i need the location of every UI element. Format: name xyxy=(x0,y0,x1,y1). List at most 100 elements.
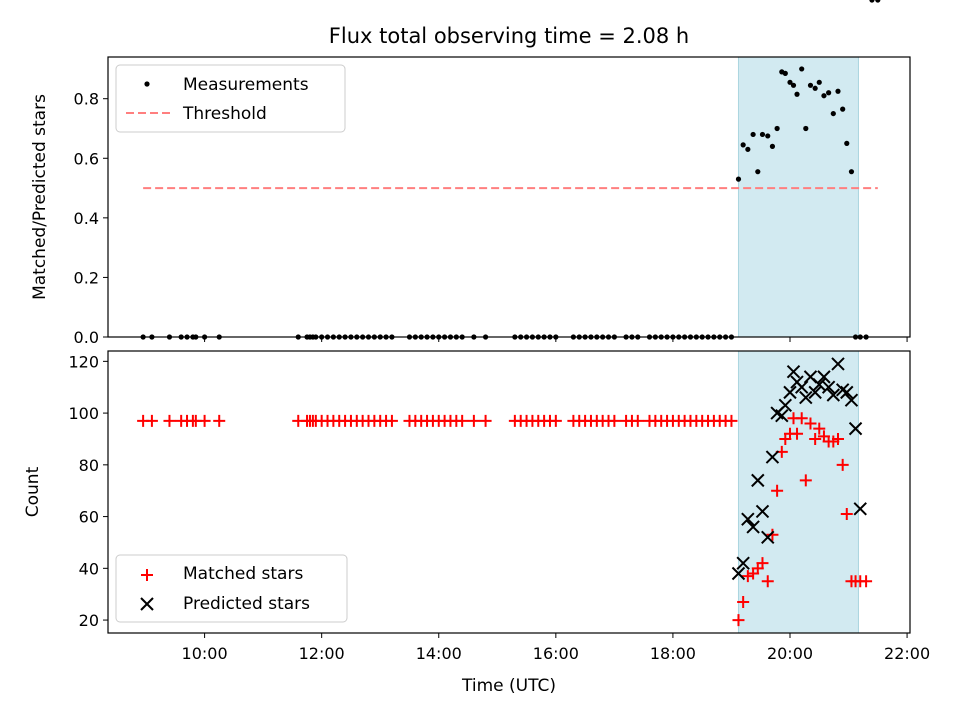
top-y-tick-label: 0.8 xyxy=(74,90,99,109)
measurement-point xyxy=(782,70,788,76)
matched-star-point xyxy=(737,595,750,608)
legend-measurements-marker xyxy=(144,81,150,87)
predicted-star-point xyxy=(821,380,836,394)
matched-star-point xyxy=(213,414,226,427)
x-tick-label: 12:00 xyxy=(299,644,345,663)
measurement-point xyxy=(826,90,832,96)
measurement-point xyxy=(769,143,776,149)
bottom-legend: Matched stars Predicted stars xyxy=(115,554,348,623)
x-tick-label: 22:00 xyxy=(884,644,930,663)
predicted-star-point xyxy=(831,357,845,371)
predicted-stars-points xyxy=(731,357,867,581)
legend-matched-marker xyxy=(141,569,153,581)
predicted-star-point xyxy=(786,364,801,379)
matched-star-point xyxy=(467,414,480,427)
predicted-star-point xyxy=(848,421,863,436)
bottom-legend-box xyxy=(115,554,348,623)
predicted-star-point xyxy=(853,502,867,516)
legend-threshold-label: Threshold xyxy=(182,104,267,124)
measurement-point xyxy=(848,169,855,175)
matched-star-point xyxy=(741,570,754,583)
matched-star-point xyxy=(799,474,812,487)
measurement-point xyxy=(765,133,771,139)
predicted-star-point xyxy=(731,566,746,581)
predicted-star-point xyxy=(808,385,822,400)
x-tick-label: 20:00 xyxy=(767,644,813,663)
legend-measurements-label: Measurements xyxy=(183,75,309,95)
predicted-star-point xyxy=(844,393,859,407)
bottom-x-axis: 10:00 12:00 14:00 16:00 18:00 20:00 22:00 xyxy=(182,633,930,663)
top-axes-frame xyxy=(107,56,911,338)
top-y-axis-label: Matched/Predicted stars xyxy=(30,94,50,300)
x-tick-label: 10:00 xyxy=(182,644,228,663)
predicted-star-point xyxy=(799,390,813,405)
top-legend: Measurements Threshold xyxy=(115,64,346,133)
matched-star-point xyxy=(456,414,469,427)
measurement-point xyxy=(790,82,797,88)
matched-star-point xyxy=(761,575,774,588)
matched-star-point xyxy=(766,528,779,541)
measurement-point xyxy=(759,131,766,138)
matched-star-point xyxy=(732,614,745,627)
chart-title: Flux total observing time = 2.08 h xyxy=(329,24,689,48)
measurement-point xyxy=(745,146,751,152)
measurement-point xyxy=(875,0,881,3)
measurement-point xyxy=(816,79,822,85)
x-tick-label: 16:00 xyxy=(533,644,579,663)
x-tick-label: 18:00 xyxy=(650,644,696,663)
matched-star-point xyxy=(549,414,562,427)
top-y-tick-label: 0.2 xyxy=(74,268,99,287)
top-y-tick-label: 0.0 xyxy=(74,328,99,347)
matched-star-point xyxy=(145,414,158,427)
matched-star-point xyxy=(756,557,769,570)
predicted-star-point xyxy=(755,504,770,519)
matched-star-point xyxy=(163,414,176,427)
matched-star-point xyxy=(804,417,817,430)
measurement-point xyxy=(830,110,836,117)
predicted-star-point xyxy=(761,530,775,544)
measurement-point xyxy=(812,85,818,91)
measurement-point xyxy=(803,125,809,132)
bottom-y-tick-label: 80 xyxy=(79,456,99,475)
top-x-ticks xyxy=(204,337,908,342)
measurement-point xyxy=(840,106,846,112)
matched-star-point xyxy=(831,432,844,445)
predicted-star-point xyxy=(736,556,750,570)
matched-star-point xyxy=(860,575,873,588)
x-axis-label: Time (UTC) xyxy=(461,676,556,696)
bottom-y-axis-label: Count xyxy=(23,466,43,517)
measurement-point xyxy=(869,0,875,3)
measurement-point xyxy=(821,93,827,99)
bottom-y-tick-label: 40 xyxy=(79,559,99,578)
predicted-star-point xyxy=(746,520,760,534)
measurement-point xyxy=(735,176,742,182)
bottom-y-tick-label: 20 xyxy=(79,611,99,630)
measurement-point xyxy=(774,125,780,132)
matched-star-point xyxy=(608,414,621,427)
bottom-y-tick-label: 60 xyxy=(79,508,99,527)
measurement-point xyxy=(740,142,746,148)
predicted-star-point xyxy=(826,388,841,402)
matched-star-point xyxy=(725,414,738,427)
measurement-point xyxy=(755,169,761,175)
top-panel: 0.00.20.40.60.8 Matched/Predicted stars … xyxy=(30,0,911,347)
predicted-star-point xyxy=(794,380,809,394)
matched-star-point xyxy=(791,427,804,440)
top-observing-window xyxy=(737,56,859,338)
measurement-point xyxy=(794,91,800,97)
legend-predicted-marker xyxy=(140,597,154,611)
measurement-point xyxy=(787,79,793,85)
predicted-star-point xyxy=(775,408,789,423)
measurement-point xyxy=(835,88,841,94)
predicted-star-point xyxy=(817,370,831,384)
matched-star-point xyxy=(479,414,492,427)
matched-star-point xyxy=(813,422,826,435)
matched-star-point xyxy=(840,507,853,520)
bottom-y-axis: 20 40 60 80 100 120 xyxy=(68,352,108,630)
bottom-panel: 20 40 60 80 100 120 10:00 12:00 14:00 16:00 18:00… xyxy=(23,351,930,696)
measurement-point xyxy=(807,82,814,88)
top-y-tick-label: 0.6 xyxy=(74,149,99,168)
predicted-star-point xyxy=(765,450,780,464)
top-y-axis: 0.0 0.2 0.4 0.6 0.8 xyxy=(74,90,108,347)
